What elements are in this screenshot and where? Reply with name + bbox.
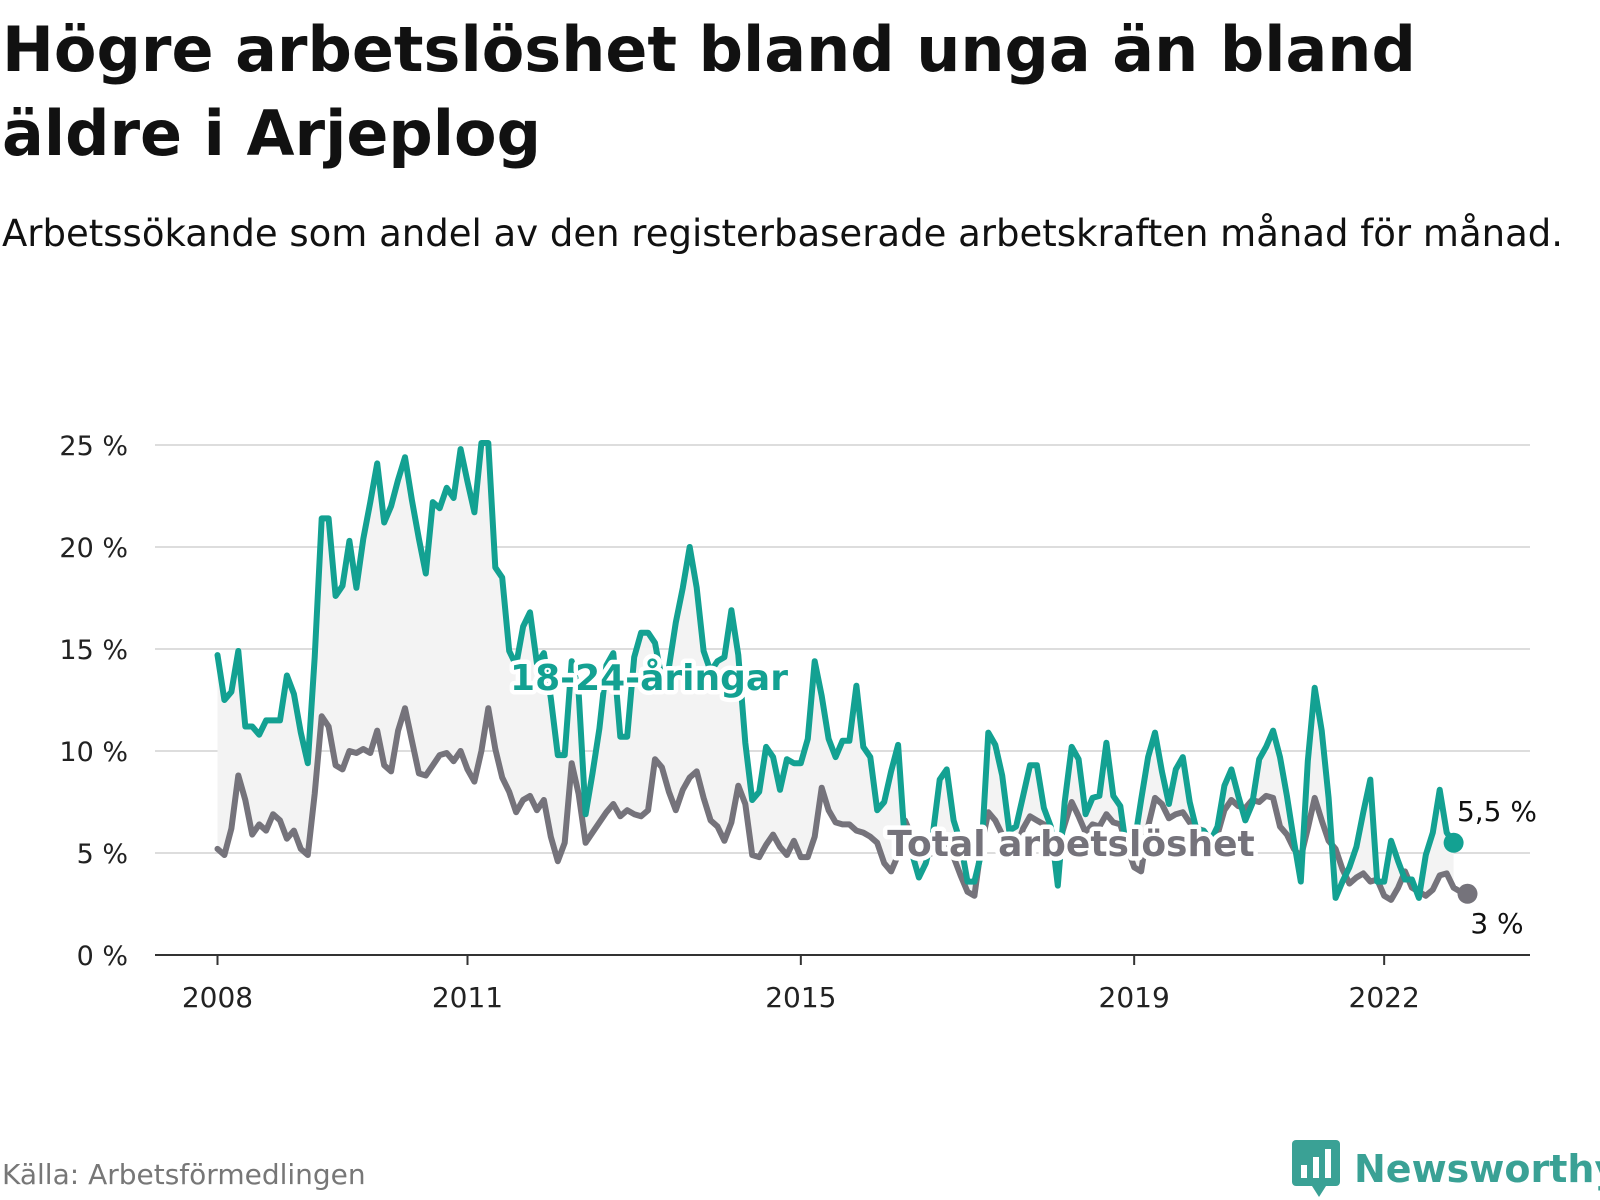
total-series-line [214,705,1471,903]
youth-series-line [214,440,1457,901]
bar-chart-logo-icon [1292,1140,1340,1197]
total-end-value-label: 3 % [1470,907,1523,940]
youth-series-label: 18-24-åringar [510,658,788,699]
youth-end-point [1443,832,1464,853]
line-chart: 0 %5 %10 %15 %20 %25 % 2008 2011 2015 2019 2… [59,431,1540,1014]
chart-title: Högre arbetslöshet bland unga än bland ä… [2,13,1416,170]
y-tick-label: 10 % [59,737,128,768]
y-tick-label: 5 % [77,839,128,870]
x-tick-label: 2015 [765,981,836,1014]
youth-end-value-label: 5,5 % [1457,795,1537,828]
x-axis: 2008 2011 2015 2019 2022 [155,954,1530,1014]
series-lines [214,440,1478,904]
newsworthy-logo[interactable]: Newsworthy [1292,1140,1600,1198]
x-tick-label: 2019 [1099,981,1170,1014]
y-tick-label: 20 % [59,533,128,564]
source-note: Källa: Arbetsförmedlingen [2,1158,366,1191]
x-tick-label: 2011 [432,981,503,1014]
total-end-point [1457,883,1478,904]
x-tick-label: 2008 [182,981,253,1014]
y-tick-label: 25 % [59,431,128,462]
x-tick-label: 2022 [1349,981,1420,1014]
brand-name: Newsworthy [1354,1147,1600,1191]
chart-subtitle: Arbetssökande som andel av den registerb… [2,212,1563,255]
y-tick-label: 15 % [59,635,128,666]
series-labels: 18-24-åringar Total arbetslöshet 5,5 % 3 % [506,654,1540,943]
total-series-label: Total arbetslöshet [887,824,1255,865]
y-tick-label: 0 % [77,941,128,972]
